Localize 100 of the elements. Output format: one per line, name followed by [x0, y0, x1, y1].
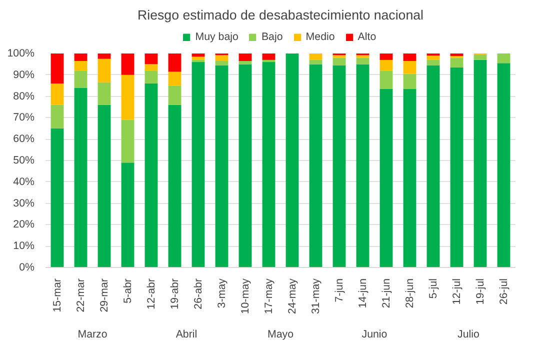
- bar: [403, 54, 416, 61]
- bar: [168, 104, 182, 268]
- x-tick-label: 12-abr: [145, 278, 158, 310]
- bar: [356, 58, 370, 64]
- x-tick-label: 17-may: [262, 278, 275, 314]
- bar: [380, 88, 393, 268]
- legend-label: Muy bajo: [195, 31, 238, 43]
- x-tick-label: 7-jun: [333, 278, 346, 302]
- bar: [74, 60, 88, 71]
- bar: [144, 54, 158, 64]
- y-tick-label: 80%: [13, 90, 36, 102]
- bar: [450, 58, 464, 68]
- x-tick-label: 5-jul: [427, 278, 440, 299]
- bar: [50, 54, 64, 84]
- y-tick-label: 30%: [13, 197, 36, 210]
- bar: [426, 56, 440, 60]
- chart-title: Riesgo estimado de desabastecimiento nacional: [138, 8, 424, 22]
- bar: [497, 63, 510, 268]
- bar: [450, 67, 464, 268]
- bar: [98, 104, 111, 268]
- bar: [332, 65, 346, 268]
- bar: [192, 60, 205, 62]
- bar: [286, 54, 299, 268]
- bar: [192, 54, 205, 57]
- bar: [380, 60, 393, 71]
- text: Abril: [176, 328, 198, 340]
- x-tick-label: 15-mar: [51, 278, 64, 312]
- bar: [403, 88, 416, 268]
- bar: [238, 60, 252, 64]
- x-tick-label: 12-jul: [450, 278, 463, 305]
- bar: [238, 54, 252, 61]
- x-tick-label: 10-may: [239, 278, 252, 314]
- y-tick-label: 70%: [13, 112, 36, 124]
- x-tick-label: 22-mar: [74, 278, 87, 312]
- y-tick-label: 0%: [19, 262, 36, 274]
- bar: [309, 64, 322, 268]
- bar: [380, 70, 393, 89]
- bar: [450, 54, 464, 56]
- bar: [426, 60, 440, 66]
- bar: [168, 54, 182, 72]
- bar: [74, 88, 88, 268]
- bar: [426, 65, 440, 268]
- bar: [215, 65, 228, 268]
- bar: [192, 56, 205, 60]
- bar: [74, 70, 88, 88]
- bar: [74, 54, 88, 61]
- x-tick-label: 19-jul: [474, 278, 486, 305]
- legend-label: Bajo: [261, 31, 283, 43]
- bar: [332, 55, 346, 58]
- bar: [474, 54, 487, 60]
- x-tick-label: 19-abr: [168, 278, 181, 310]
- bar: [403, 60, 416, 74]
- bar: [356, 55, 370, 58]
- bar: [144, 83, 158, 268]
- text: Mayo: [267, 328, 294, 340]
- text: Julio: [458, 328, 480, 340]
- y-tick-label: 20%: [13, 218, 36, 231]
- x-tick-label: 3-may: [216, 278, 228, 308]
- bar: [168, 72, 182, 86]
- bar: [262, 54, 276, 60]
- bar: [168, 86, 182, 105]
- bar: [332, 58, 346, 66]
- bar: [144, 70, 158, 84]
- bar: [121, 74, 134, 120]
- bar: [192, 62, 205, 268]
- x-tick-label: 29-mar: [98, 278, 110, 312]
- bar: [474, 60, 487, 268]
- bar: [238, 64, 252, 268]
- bar: [98, 54, 111, 59]
- y-tick-label: 40%: [13, 176, 36, 188]
- x-tick-label: 21-jun: [380, 278, 392, 308]
- bar: [50, 104, 64, 128]
- text: Marzo: [78, 328, 108, 340]
- bar: [50, 128, 64, 268]
- x-tick-label: 5-abr: [122, 278, 134, 304]
- x-tick-label: 26-abr: [192, 278, 204, 310]
- legend-label: Alto: [358, 31, 378, 43]
- bar: [144, 64, 158, 71]
- x-tick-label: 14-jun: [356, 278, 369, 308]
- bar: [309, 54, 322, 60]
- bar: [121, 54, 134, 75]
- y-tick-label: 60%: [13, 133, 36, 146]
- bar: [262, 60, 276, 62]
- bar: [403, 74, 416, 89]
- bar: [98, 58, 111, 82]
- bar: [356, 64, 370, 268]
- x-tick-label: 31-may: [310, 278, 322, 314]
- bar: [215, 55, 228, 61]
- y-tick-label: 10%: [13, 240, 36, 252]
- bar: [50, 83, 64, 105]
- text: Junio: [362, 328, 388, 340]
- bar: [98, 82, 111, 105]
- x-tick-label: 28-jun: [404, 278, 416, 308]
- bar: [215, 60, 228, 66]
- bar: [309, 60, 322, 64]
- bar: [262, 62, 276, 268]
- y-tick-label: 100%: [7, 48, 36, 60]
- y-tick-label: 90%: [13, 68, 36, 81]
- bar: [121, 162, 134, 268]
- x-tick-label: 26-jul: [498, 278, 510, 305]
